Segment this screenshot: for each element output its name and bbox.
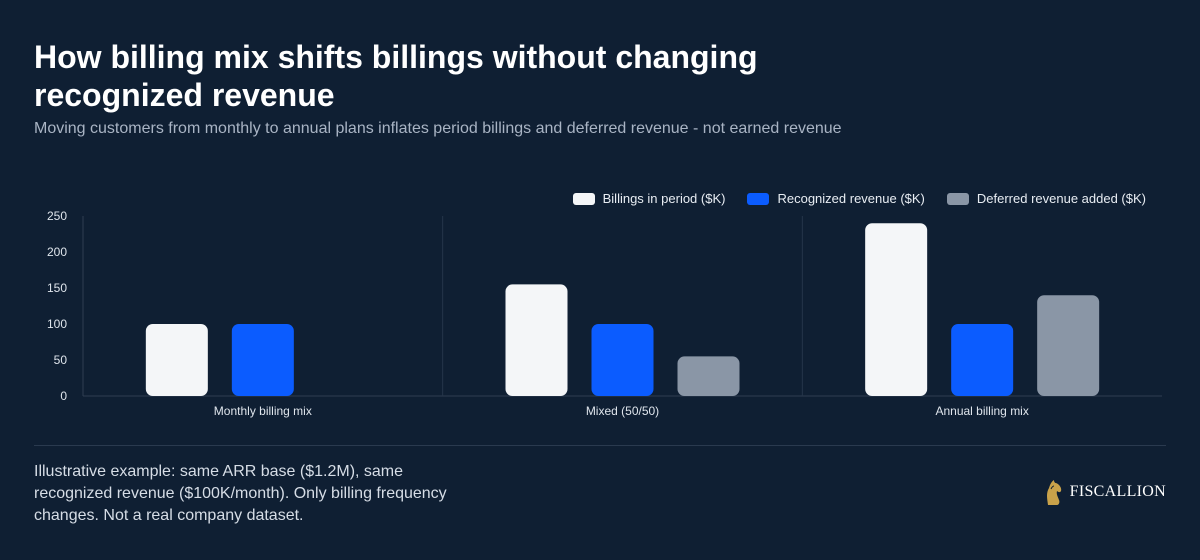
legend-swatch-recognized [747, 192, 770, 205]
y-tick-label: 250 [47, 209, 67, 223]
horse-head-icon [1046, 480, 1061, 505]
y-tick-label: 200 [47, 245, 67, 259]
legend: Billings in period ($K) Recognized reven… [572, 191, 1146, 206]
legend-label-billings: Billings in period ($K) [602, 191, 726, 206]
legend-item-deferred: Deferred revenue added ($K) [946, 191, 1146, 206]
bar-billings [865, 223, 928, 396]
legend-label-deferred: Deferred revenue added ($K) [976, 191, 1146, 206]
bar-recognized [231, 324, 294, 396]
legend-label-recognized: Recognized revenue ($K) [777, 191, 925, 206]
chart-title: How billing mix shifts billings without … [34, 39, 758, 113]
bar-deferred [1037, 295, 1100, 396]
bar-chart: 0 50 100 150 200 250 Monthly billing mix Mixed … [47, 209, 1162, 418]
x-tick-label: Monthly billing mix [214, 404, 312, 418]
x-tick-label: Annual billing mix [935, 404, 1028, 418]
legend-item-recognized: Recognized revenue ($K) [747, 191, 925, 206]
legend-item-billings: Billings in period ($K) [572, 191, 726, 206]
x-tick-label: Mixed (50/50) [586, 404, 659, 418]
y-tick-label: 150 [47, 281, 67, 295]
y-tick-label: 100 [47, 317, 67, 331]
y-tick-label: 50 [54, 353, 68, 367]
chart-subtitle: Moving customers from monthly to annual … [34, 120, 842, 137]
legend-swatch-billings [572, 192, 595, 205]
bar-recognized [591, 324, 654, 396]
bar-billings [505, 284, 568, 396]
footnote: Illustrative example: same ARR base ($1.… [34, 463, 447, 524]
bar-recognized [951, 324, 1014, 396]
legend-swatch-deferred [946, 192, 969, 205]
brand-logo: FISCALLION [1042, 478, 1166, 506]
bar-billings [145, 324, 208, 396]
footer-divider [34, 445, 1166, 446]
bar-deferred [677, 356, 740, 396]
y-tick-label: 0 [60, 389, 67, 403]
brand-name: FISCALLION [1069, 483, 1166, 500]
